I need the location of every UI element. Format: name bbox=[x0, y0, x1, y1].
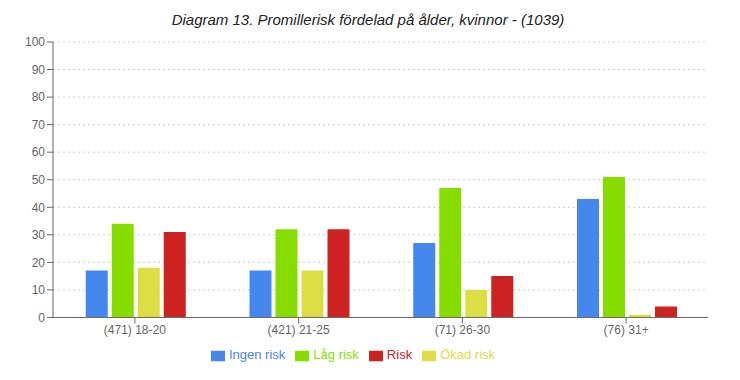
html-text:Ingen risk: Ingen risk bbox=[229, 347, 286, 363]
svg-text:(421) 21-25: (421) 21-25 bbox=[268, 323, 330, 337]
svg-text:20: 20 bbox=[32, 256, 46, 270]
svg-text:30: 30 bbox=[32, 228, 46, 242]
svg-text:(76) 31+: (76) 31+ bbox=[604, 323, 649, 337]
svg-text:90: 90 bbox=[32, 63, 46, 77]
svg-text:80: 80 bbox=[32, 90, 46, 104]
svg-text:70: 70 bbox=[32, 118, 46, 132]
svg-text:(71) 26-30: (71) 26-30 bbox=[435, 323, 491, 337]
svg-text:10: 10 bbox=[32, 283, 46, 297]
svg-text:40: 40 bbox=[32, 201, 46, 215]
svg-text:(471) 18-20: (471) 18-20 bbox=[104, 323, 166, 337]
html-text:Låg risk: Låg risk bbox=[313, 347, 359, 363]
svg-text:0: 0 bbox=[38, 311, 45, 325]
svg-text:60: 60 bbox=[32, 145, 46, 159]
html-text:Diagram 13. Promillerisk förde: Diagram 13. Promillerisk fördelad på åld… bbox=[171, 11, 565, 28]
svg-text:100: 100 bbox=[25, 35, 45, 49]
svg-text:50: 50 bbox=[32, 173, 46, 187]
html-text:Risk: Risk bbox=[386, 347, 413, 363]
html-text:Ökad risk: Ökad risk bbox=[440, 347, 495, 363]
